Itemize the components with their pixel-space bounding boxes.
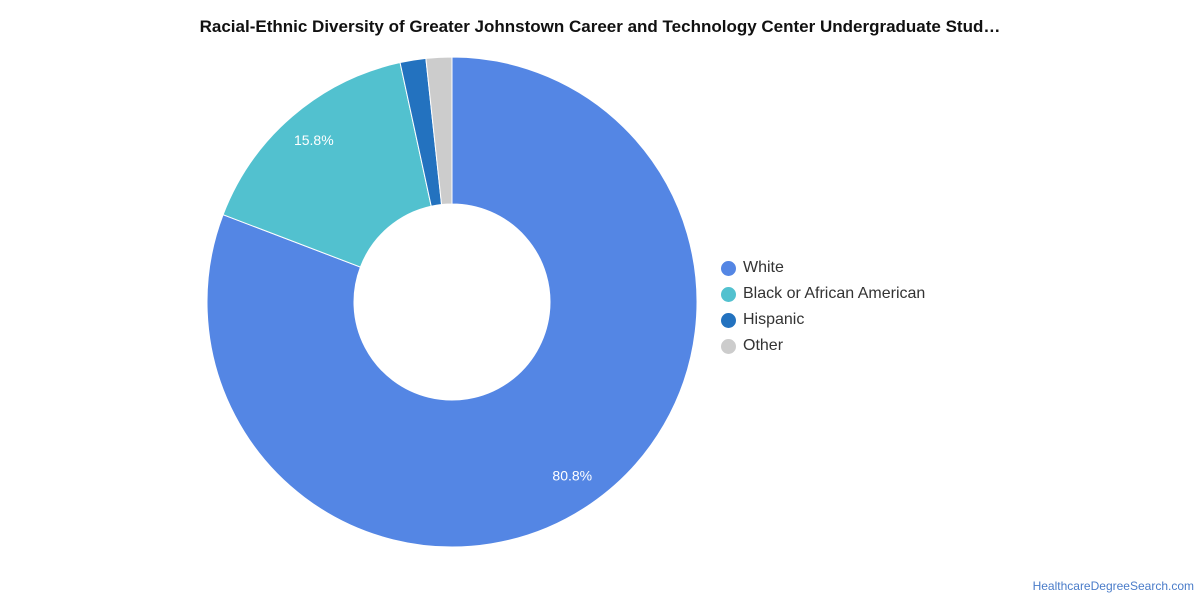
legend-item-hispanic[interactable]: Hispanic	[721, 307, 925, 333]
slice-label-black-or-african-american: 15.8%	[294, 132, 334, 148]
donut-slice-other[interactable]	[425, 56, 453, 206]
chart-title: Racial-Ethnic Diversity of Greater Johns…	[199, 17, 1001, 36]
legend-label-white: White	[743, 259, 784, 276]
donut-slices	[206, 56, 698, 548]
legend-swatch-black-or-african-american	[721, 286, 736, 302]
donut-labels: 80.8% 15.8%	[294, 132, 592, 483]
legend-label-hispanic: Hispanic	[743, 311, 805, 328]
legend-item-white[interactable]: White	[721, 255, 925, 281]
legend-label-other: Other	[743, 337, 784, 354]
legend-swatch-other	[721, 338, 736, 354]
source-watermark[interactable]: HealthcareDegreeSearch.com	[1032, 579, 1194, 593]
donut-slice-black-or-african-american[interactable]	[222, 61, 432, 268]
legend-swatch-white	[721, 260, 736, 276]
legend-swatch-hispanic	[721, 312, 736, 328]
legend-label-black-or-african-american: Black or African American	[743, 285, 926, 302]
slice-label-white: 80.8%	[552, 467, 592, 483]
legend-item-other[interactable]: Other	[721, 333, 925, 359]
legend-item-black-or-african-american[interactable]: Black or African American	[721, 281, 925, 307]
chart-legend: White Black or African American Hispanic…	[721, 255, 925, 359]
donut-slice-white[interactable]	[206, 56, 698, 548]
